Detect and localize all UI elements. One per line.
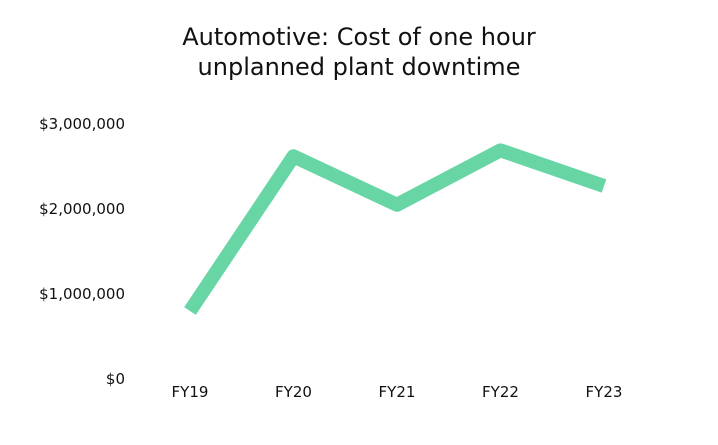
x-tick-label: FY20	[275, 383, 312, 401]
x-axis-tick-labels: FY19 FY20 FY21 FY22 FY23	[172, 383, 623, 401]
y-axis-tick-labels: $0 $1,000,000 $2,000,000 $3,000,000	[39, 115, 125, 388]
x-tick-label: FY21	[379, 383, 416, 401]
series-layer	[184, 143, 607, 315]
series-line	[184, 143, 607, 315]
chart-title: Automotive: Cost of one hour unplanned p…	[0, 22, 718, 82]
y-tick-label: $1,000,000	[39, 285, 125, 303]
y-tick-label: $0	[106, 370, 125, 388]
y-tick-label: $2,000,000	[39, 200, 125, 218]
x-tick-label: FY22	[482, 383, 519, 401]
y-tick-label: $3,000,000	[39, 115, 125, 133]
x-tick-label: FY23	[586, 383, 623, 401]
chart-title-line-1: Automotive: Cost of one hour	[182, 23, 536, 51]
x-tick-label: FY19	[172, 383, 209, 401]
chart-title-line-2: unplanned plant downtime	[197, 53, 521, 81]
